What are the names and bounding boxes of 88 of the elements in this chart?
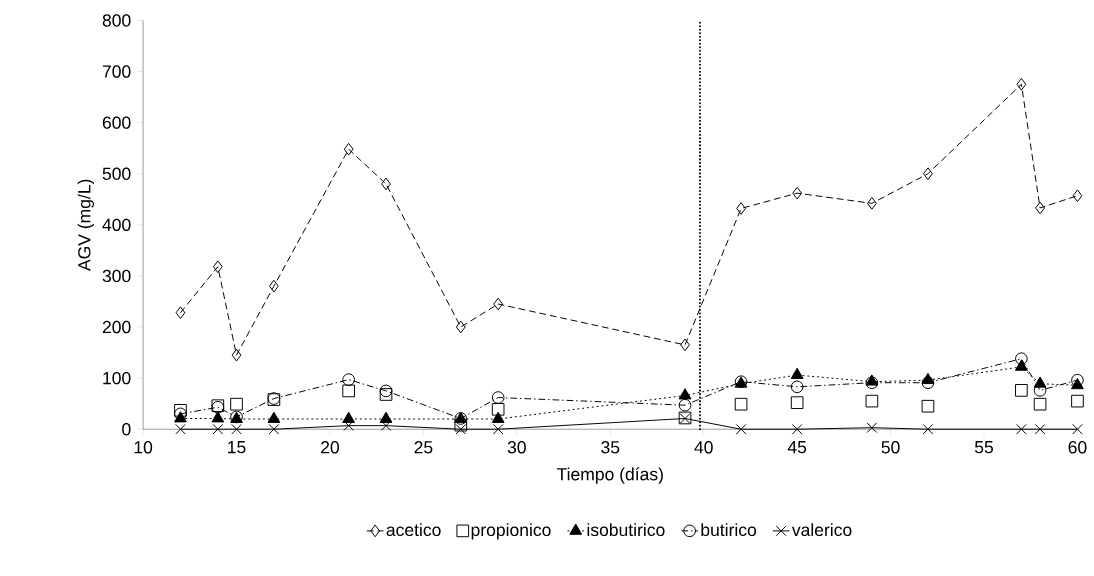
y-tick-label: 600 xyxy=(102,116,131,129)
x-tick-label: 50 xyxy=(881,441,900,454)
point xyxy=(736,202,746,215)
point xyxy=(1016,77,1027,91)
point xyxy=(379,388,393,401)
point xyxy=(922,423,934,435)
point xyxy=(380,420,392,431)
point xyxy=(211,411,225,423)
point xyxy=(455,423,467,435)
y-tick-label: 800 xyxy=(102,14,131,27)
point xyxy=(269,279,279,293)
point xyxy=(790,367,804,379)
x-tick-label: 10 xyxy=(134,441,153,454)
point xyxy=(1035,201,1045,215)
x-axis-title: Tiempo (días) xyxy=(556,467,663,484)
point xyxy=(735,423,747,435)
point xyxy=(381,177,391,191)
point xyxy=(212,260,223,273)
point xyxy=(1072,423,1083,435)
y-axis-title: AGV (mg/L) xyxy=(77,179,94,271)
y-tick-label: 100 xyxy=(103,371,131,385)
point xyxy=(921,376,935,389)
point xyxy=(865,394,879,408)
point xyxy=(1071,394,1084,408)
point xyxy=(792,186,803,200)
point xyxy=(680,338,690,352)
point xyxy=(1015,359,1028,371)
point xyxy=(230,397,243,411)
point xyxy=(268,423,280,435)
y-tick-label: 300 xyxy=(102,269,131,283)
y-tick-label: 700 xyxy=(102,65,131,78)
x-tick-label: 15 xyxy=(228,440,246,454)
point xyxy=(212,423,224,435)
point xyxy=(175,423,186,435)
point xyxy=(867,196,877,210)
point xyxy=(175,306,186,319)
point xyxy=(1072,189,1083,202)
x-tick-label: 20 xyxy=(321,441,340,454)
point xyxy=(790,396,804,409)
x-tick-label: 30 xyxy=(507,441,526,454)
point xyxy=(1071,373,1084,387)
point xyxy=(1015,352,1028,365)
point xyxy=(866,422,878,433)
point xyxy=(923,167,933,180)
point xyxy=(342,384,355,398)
legend-label: acetico xyxy=(386,523,441,536)
y-tick-label: 200 xyxy=(102,320,131,334)
point xyxy=(1033,397,1047,411)
point xyxy=(1015,383,1028,397)
point xyxy=(678,398,692,412)
point xyxy=(343,420,354,431)
point xyxy=(342,373,355,386)
point xyxy=(493,297,504,311)
point xyxy=(491,411,505,423)
point xyxy=(1034,423,1046,435)
point xyxy=(491,391,505,404)
x-tick-label: 55 xyxy=(974,440,994,454)
point xyxy=(678,388,692,400)
point xyxy=(791,423,803,435)
point xyxy=(790,380,804,394)
point xyxy=(342,411,356,423)
point xyxy=(379,411,393,423)
point xyxy=(267,411,281,423)
point xyxy=(491,402,505,416)
point xyxy=(734,397,748,411)
x-tick-label: 45 xyxy=(787,440,807,454)
x-tick-label: 40 xyxy=(694,441,713,454)
point xyxy=(1016,423,1027,435)
legend-label: butirico xyxy=(701,523,757,536)
point xyxy=(921,399,935,413)
point xyxy=(231,423,242,435)
point xyxy=(454,418,468,432)
x-tick-label: 35 xyxy=(601,441,620,454)
y-tick-label: 500 xyxy=(102,167,131,180)
legend-label: valerico xyxy=(791,523,852,536)
point xyxy=(379,384,393,398)
legend-label: propionico xyxy=(471,523,551,540)
legend-label: isobutirico xyxy=(587,523,665,536)
point xyxy=(492,423,504,435)
point xyxy=(174,403,187,417)
point xyxy=(343,142,354,156)
point xyxy=(231,348,242,362)
y-tick-label: 0 xyxy=(122,422,131,436)
y-tick-label: 400 xyxy=(102,218,131,231)
point xyxy=(455,320,466,334)
point xyxy=(174,407,187,421)
x-tick-label: 25 xyxy=(414,441,433,454)
x-tick-label: 60 xyxy=(1068,441,1087,454)
